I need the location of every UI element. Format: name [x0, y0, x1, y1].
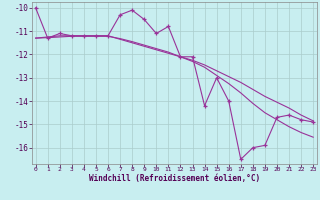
X-axis label: Windchill (Refroidissement éolien,°C): Windchill (Refroidissement éolien,°C) — [89, 174, 260, 183]
